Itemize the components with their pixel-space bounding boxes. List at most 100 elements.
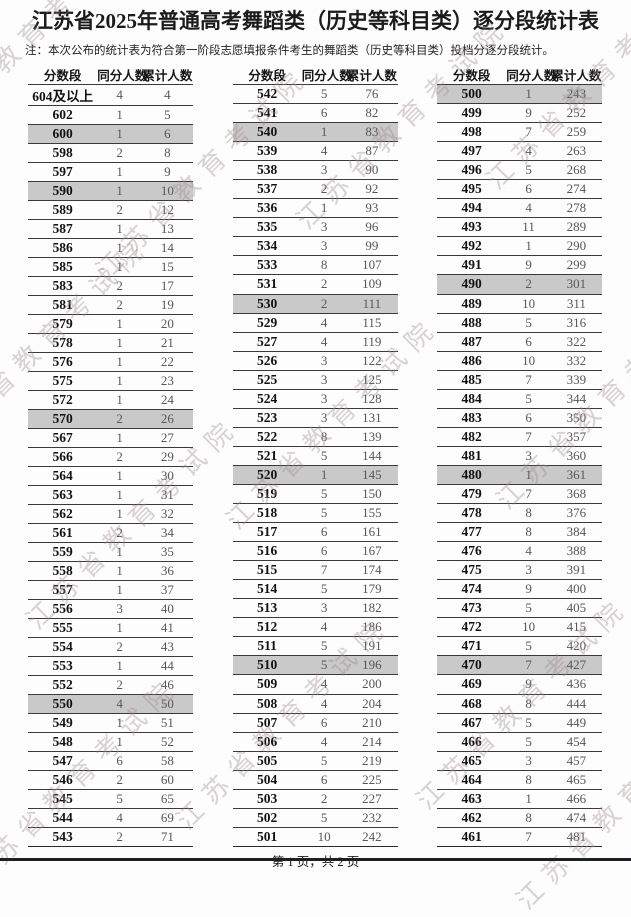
- score-cell: 554: [28, 637, 98, 657]
- same-count-cell: 2: [506, 274, 551, 295]
- cumulative-cell: 125: [346, 370, 398, 390]
- score-cell: 519: [232, 484, 302, 505]
- score-cell: 511: [232, 636, 302, 657]
- score-cell: 516: [232, 541, 302, 562]
- score-cell: 533: [232, 255, 302, 276]
- col-header-score: 分数段: [437, 65, 507, 85]
- table-row: 553 1 44: [28, 656, 193, 676]
- table-row: 530 2 111: [232, 294, 398, 314]
- cumulative-cell: 109: [346, 274, 398, 295]
- cumulative-cell: 454: [550, 732, 602, 752]
- score-cell: 583: [28, 276, 98, 296]
- table-row: 494 4 278: [437, 198, 602, 219]
- table-row: 475 3 391: [437, 560, 602, 581]
- same-count-cell: 5: [506, 636, 551, 657]
- table-row: 534 3 99: [232, 236, 398, 257]
- cumulative-cell: 361: [550, 465, 602, 485]
- table-row: 536 1 93: [232, 198, 398, 219]
- same-count-cell: 1: [97, 485, 142, 505]
- score-cell: 480: [437, 465, 507, 485]
- col-header-cumulative: 累计人数: [141, 65, 193, 85]
- same-count-cell: 1: [97, 314, 142, 334]
- cumulative-cell: 457: [550, 751, 602, 771]
- score-cell: 531: [232, 274, 302, 295]
- score-cell: 468: [437, 694, 507, 714]
- same-count-cell: 4: [506, 198, 551, 219]
- score-cell: 490: [437, 274, 507, 295]
- score-cell: 578: [28, 333, 98, 353]
- cumulative-cell: 481: [550, 827, 602, 848]
- same-count-cell: 1: [97, 542, 142, 562]
- cumulative-cell: 51: [141, 713, 193, 733]
- same-count-cell: 1: [97, 561, 142, 581]
- score-cell: 557: [28, 580, 98, 600]
- cumulative-cell: 427: [550, 655, 602, 676]
- same-count-cell: 5: [301, 579, 347, 600]
- same-count-cell: 4: [301, 674, 347, 695]
- score-cell: 587: [28, 219, 98, 239]
- cumulative-cell: 214: [346, 732, 398, 752]
- score-cell: 492: [437, 236, 507, 257]
- score-cell: 545: [28, 789, 98, 809]
- same-count-cell: 2: [97, 523, 142, 543]
- header-row: 分数段 同分人数 累计人数: [28, 65, 193, 85]
- score-cell: 570: [28, 409, 98, 429]
- table-row: 561 2 34: [28, 523, 193, 543]
- same-count-cell: 7: [506, 827, 551, 848]
- same-count-cell: 6: [506, 408, 551, 428]
- same-count-cell: 5: [301, 446, 347, 466]
- score-cell: 522: [232, 427, 302, 447]
- same-count-cell: 5: [506, 160, 551, 181]
- cumulative-cell: 259: [550, 122, 602, 143]
- same-count-cell: 6: [301, 713, 347, 733]
- same-count-cell: 1: [97, 219, 142, 239]
- table-row: 492 1 290: [437, 236, 602, 257]
- score-cell: 477: [437, 522, 507, 543]
- table-row: 519 5 150: [232, 484, 398, 505]
- same-count-cell: 3: [506, 560, 551, 581]
- table-row: 487 6 322: [437, 332, 602, 352]
- table-row: 479 7 368: [437, 484, 602, 505]
- cumulative-cell: 44: [141, 656, 193, 676]
- cumulative-cell: 150: [346, 484, 398, 505]
- same-count-cell: 3: [301, 408, 347, 428]
- score-cell: 530: [232, 294, 302, 314]
- cumulative-cell: 82: [346, 103, 398, 124]
- same-count-cell: 1: [301, 122, 347, 143]
- cumulative-cell: 32: [141, 504, 193, 524]
- same-count-cell: 2: [97, 409, 142, 429]
- cumulative-cell: 26: [141, 409, 193, 429]
- table-row: 527 4 119: [232, 332, 398, 352]
- table-row: 563 1 31: [28, 485, 193, 505]
- cumulative-cell: 350: [550, 408, 602, 428]
- score-cell: 506: [232, 732, 302, 752]
- same-count-cell: 1: [97, 732, 142, 752]
- table-row: 523 3 131: [232, 408, 398, 428]
- score-cell: 548: [28, 732, 98, 752]
- table-row: 533 8 107: [232, 255, 398, 276]
- table-row: 570 2 26: [28, 409, 193, 429]
- score-cell: 547: [28, 751, 98, 771]
- same-count-cell: 1: [301, 465, 347, 485]
- same-count-cell: 5: [506, 713, 551, 733]
- cumulative-cell: 227: [346, 789, 398, 809]
- cumulative-cell: 9: [141, 162, 193, 182]
- same-count-cell: 9: [506, 103, 551, 124]
- cumulative-cell: 186: [346, 617, 398, 638]
- same-count-cell: 2: [301, 789, 347, 809]
- score-cell: 514: [232, 579, 302, 600]
- cumulative-cell: 420: [550, 636, 602, 657]
- table-row: 463 1 466: [437, 789, 602, 809]
- cumulative-cell: 128: [346, 389, 398, 409]
- table-row: 548 1 52: [28, 732, 193, 752]
- score-cell: 589: [28, 200, 98, 220]
- table-row: 489 10 311: [437, 294, 602, 314]
- score-cell: 504: [232, 770, 302, 790]
- table-row: 538 3 90: [232, 160, 398, 181]
- table-row: 505 5 219: [232, 751, 398, 771]
- same-count-cell: 8: [506, 503, 551, 524]
- table-row: 556 3 40: [28, 599, 193, 619]
- score-cell: 553: [28, 656, 98, 676]
- same-count-cell: 1: [97, 257, 142, 277]
- table-row: 562 1 32: [28, 504, 193, 524]
